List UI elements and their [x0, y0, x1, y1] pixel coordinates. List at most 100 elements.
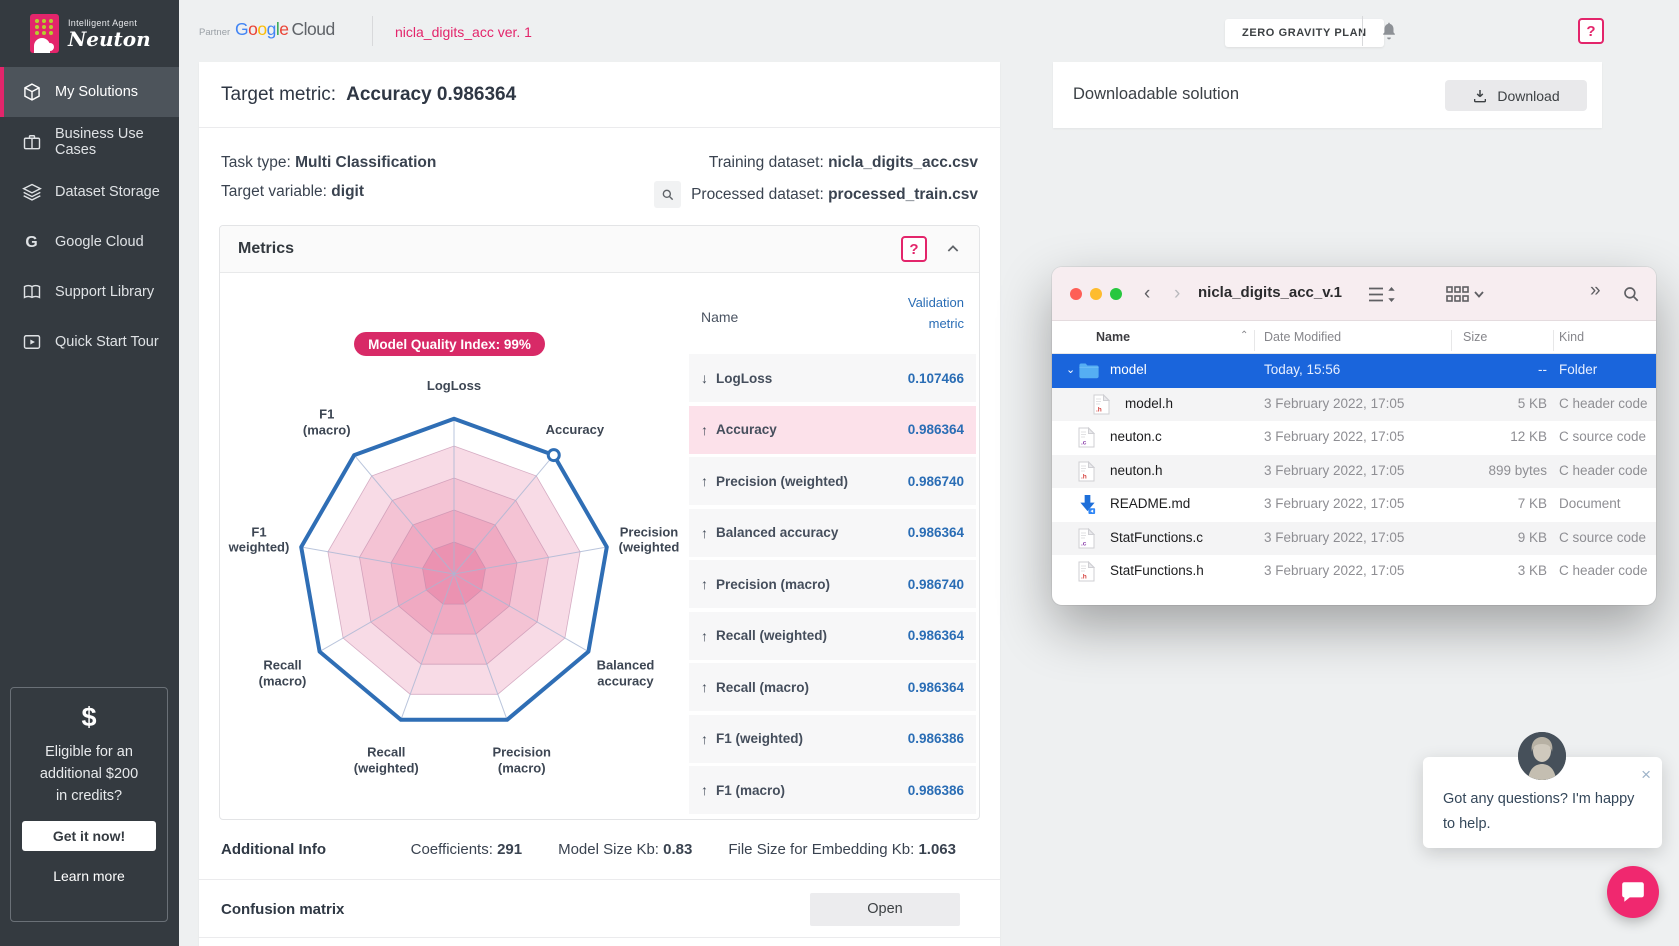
file-row-neuton-c[interactable]: .c neuton.c 3 February 2022, 17:05 12 KB C s… [1052, 421, 1656, 455]
metric-value: 0.986740 [907, 473, 964, 489]
group-view-icon[interactable] [1446, 286, 1484, 308]
file-name: StatFunctions.h [1110, 563, 1204, 578]
disclosure-chevron-icon[interactable]: ⌄ [1066, 364, 1076, 376]
arrow-up-icon: ↑ [701, 627, 708, 644]
metric-name: Recall (macro) [716, 679, 810, 695]
file-name: neuton.c [1110, 429, 1162, 444]
file-row-neuton-h[interactable]: .h neuton.h 3 February 2022, 17:05 899 byte… [1052, 454, 1656, 488]
back-icon[interactable]: ‹ [1144, 283, 1151, 304]
open-confusion-matrix-button[interactable]: Open [810, 892, 960, 926]
chat-launcher-button[interactable] [1607, 866, 1659, 918]
bell-icon[interactable] [1379, 21, 1399, 41]
file-date: Today, 15:56 [1264, 362, 1341, 377]
metric-row-f1-macro: ↑ F1 (macro) 0.986386 [689, 766, 976, 814]
download-file-icon [1078, 494, 1100, 515]
learn-more-link[interactable]: Learn more [53, 868, 125, 884]
collapse-chevron-icon[interactable] [945, 241, 961, 257]
sidebar-item-dataset-storage[interactable]: Dataset Storage [0, 167, 179, 217]
briefcase-icon [22, 132, 42, 152]
task-type-value: Multi Classification [295, 154, 437, 171]
get-it-now-button[interactable]: Get it now! [22, 821, 156, 851]
plan-button[interactable]: ZERO GRAVITY PLAN [1225, 19, 1384, 47]
confusion-matrix-label: Confusion matrix [221, 900, 345, 918]
task-info: Task type: Multi Classification Target v… [221, 154, 437, 200]
list-view-icon[interactable] [1368, 286, 1398, 308]
file-c-icon: .c [1078, 426, 1100, 448]
file-row-statfunctions-h[interactable]: .h StatFunctions.h 3 February 2022, 17:05 3… [1052, 555, 1656, 589]
radar-axis-label-balanced-accuracy: Balanced accuracy [596, 657, 655, 688]
downloadable-solution-card: Downloadable solution Download [1053, 62, 1602, 128]
column-header-kind[interactable]: Kind [1559, 330, 1585, 344]
sort-ascending-icon: ⌃ [1240, 330, 1249, 341]
training-dataset-value: nicla_digits_acc.csv [828, 154, 978, 171]
finder-titlebar[interactable]: ‹ › nicla_digits_acc_v.1 » [1052, 267, 1656, 321]
metric-name: F1 (weighted) [716, 731, 803, 746]
metric-value: 0.107466 [907, 370, 964, 386]
sidebar-item-business-use-cases[interactable]: Business Use Cases [0, 117, 179, 167]
radar-axis-label-recall-macro: Recall (macro) [258, 657, 307, 688]
metric-value: 0.986364 [907, 525, 964, 540]
file-name: README.md [1110, 496, 1191, 511]
sidebar: Intelligent Agent Neuton My Solutions Bus… [0, 0, 179, 946]
topbar-divider [372, 16, 373, 46]
file-row-readme-md[interactable]: README.md 3 February 2022, 17:05 7 KB Docum… [1052, 488, 1656, 522]
preview-dataset-button[interactable] [654, 181, 682, 208]
arrow-up-icon: ↑ [701, 473, 708, 489]
search-icon[interactable] [1622, 285, 1640, 308]
arrow-up-icon: ↑ [701, 679, 708, 695]
minimize-window-button[interactable] [1090, 288, 1102, 300]
metric-row-recall-macro: ↑ Recall (macro) 0.986364 [689, 663, 976, 711]
column-header-date[interactable]: Date Modified [1264, 330, 1342, 344]
finder-window-title: nicla_digits_acc_v.1 [1198, 284, 1342, 301]
sidebar-item-google-cloud[interactable]: G Google Cloud [0, 217, 179, 267]
radar-axis-label-precision-weighted: Precision (weighted [618, 524, 680, 555]
file-date: 3 February 2022, 17:05 [1264, 529, 1405, 545]
close-window-button[interactable] [1070, 288, 1082, 300]
downloadable-solution-title: Downloadable solution [1073, 85, 1240, 103]
file-kind: C header code [1559, 395, 1648, 411]
metric-row-f1-weighted: ↑ F1 (weighted) 0.986386 [689, 714, 976, 763]
partner-label: Partner [199, 27, 231, 38]
radar-series-validation [299, 416, 609, 722]
forward-icon[interactable]: › [1174, 283, 1181, 304]
metric-value: 0.986364 [907, 628, 964, 643]
metric-row-logloss: ↓ LogLoss 0.107466 [689, 354, 976, 402]
brand-logo[interactable]: Intelligent Agent Neuton [0, 0, 179, 65]
sidebar-item-support-library[interactable]: Support Library [0, 267, 179, 317]
metric-name: Recall (weighted) [716, 628, 828, 643]
file-size: 7 KB [1517, 496, 1547, 511]
chat-message: Got any questions? I'm happy to help. [1443, 791, 1635, 832]
metric-row-accuracy: ↑ Accuracy 0.986364 [689, 405, 976, 454]
file-row-model-h[interactable]: .h model.h 3 February 2022, 17:05 5 KB C hea… [1052, 387, 1656, 421]
more-toolbar-icon[interactable]: » [1590, 280, 1601, 301]
metrics-help-button[interactable]: ? [901, 236, 927, 262]
download-button[interactable]: Download [1445, 80, 1587, 111]
column-header-size[interactable]: Size [1463, 330, 1488, 344]
file-kind: C header code [1559, 563, 1648, 578]
sidebar-item-label: Dataset Storage [55, 184, 160, 200]
radar-axis-label-accuracy: Accuracy [545, 422, 605, 438]
magnifier-icon [661, 188, 675, 202]
file-c-icon: .c [1078, 527, 1100, 549]
sidebar-menu: My Solutions Business Use Cases Dataset St… [0, 67, 179, 367]
maximize-window-button[interactable] [1110, 288, 1122, 300]
help-button[interactable]: ? [1578, 18, 1604, 44]
metrics-table: Name Validation metric ↓ LogLoss 0.107466 ↑ A… [689, 226, 976, 821]
dataset-info: Training dataset: nicla_digits_acc.csv P… [654, 148, 978, 209]
g-letter-icon: G [22, 232, 42, 252]
metric-name: Precision (weighted) [716, 473, 849, 489]
column-header-name[interactable]: Name [1096, 330, 1131, 344]
sidebar-item-label: Quick Start Tour [55, 334, 159, 350]
sidebar-item-quick-start-tour[interactable]: Quick Start Tour [0, 317, 179, 367]
processed-dataset-value: processed_train.csv [828, 186, 978, 203]
file-row-model[interactable]: ⌄ model Today, 15:56 -- Folder [1052, 354, 1656, 388]
stat-file-size-for-embedding-kb: File Size for Embedding Kb: 1.063 [728, 841, 956, 858]
brand-tagline: Intelligent Agent [68, 17, 138, 28]
metric-row-precision-weighted: ↑ Precision (weighted) 0.986740 [689, 457, 976, 505]
sidebar-item-label: My Solutions [55, 84, 139, 100]
chat-close-icon[interactable]: × [1641, 765, 1651, 784]
file-row-statfunctions-c[interactable]: .c StatFunctions.c 3 February 2022, 17:05 9… [1052, 521, 1656, 555]
sidebar-item-my-solutions[interactable]: My Solutions [0, 67, 179, 117]
file-size: 3 KB [1517, 563, 1547, 578]
